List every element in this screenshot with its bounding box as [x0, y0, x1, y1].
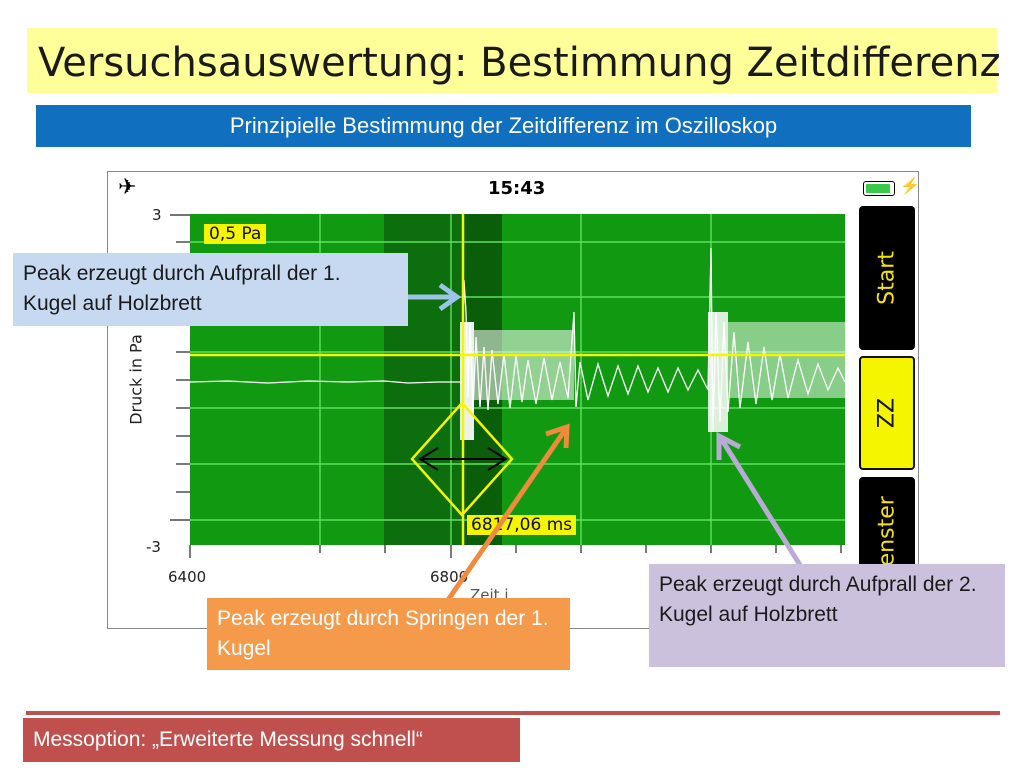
x-tick-6400: 6400: [168, 568, 207, 586]
y-tick-top: 3: [152, 206, 162, 224]
title-banner: [27, 28, 997, 93]
slide-title: Versuchsauswertung: Bestimmung Zeitdiffe…: [38, 40, 1001, 86]
arrow-peak2: [716, 431, 803, 567]
y-tick-bottom: -3: [146, 538, 161, 556]
measurement-option: Messoption: „Erweiterte Messung schnell“: [23, 718, 520, 762]
callout-peak2: Peak erzeugt durch Aufprall der 2. Kugel…: [649, 564, 1005, 667]
cursor-drag-handle: [410, 401, 514, 517]
status-bar: ✈ 15:43 ⚡: [108, 172, 918, 204]
horizontal-drag-arrow-icon: [418, 447, 508, 471]
arrow-peak1: [408, 282, 462, 312]
zz-button[interactable]: ZZ: [859, 356, 915, 470]
callout-peak1: Peak erzeugt durch Aufprall der 1. Kugel…: [13, 253, 408, 326]
charging-icon: ⚡: [900, 178, 919, 195]
battery-icon: [863, 181, 895, 196]
scale-badge: 0,5 Pa: [204, 224, 267, 244]
callout-peak-spring: Peak erzeugt durch Springen der 1. Kugel: [207, 598, 570, 670]
start-button[interactable]: Start: [859, 206, 915, 350]
status-time: 15:43: [488, 178, 546, 199]
slide-subtitle: Prinzipielle Bestimmung der Zeitdifferen…: [36, 105, 971, 147]
footer-rule: [26, 711, 1000, 715]
arrow-spring: [445, 423, 570, 602]
airplane-icon: ✈: [118, 174, 137, 199]
